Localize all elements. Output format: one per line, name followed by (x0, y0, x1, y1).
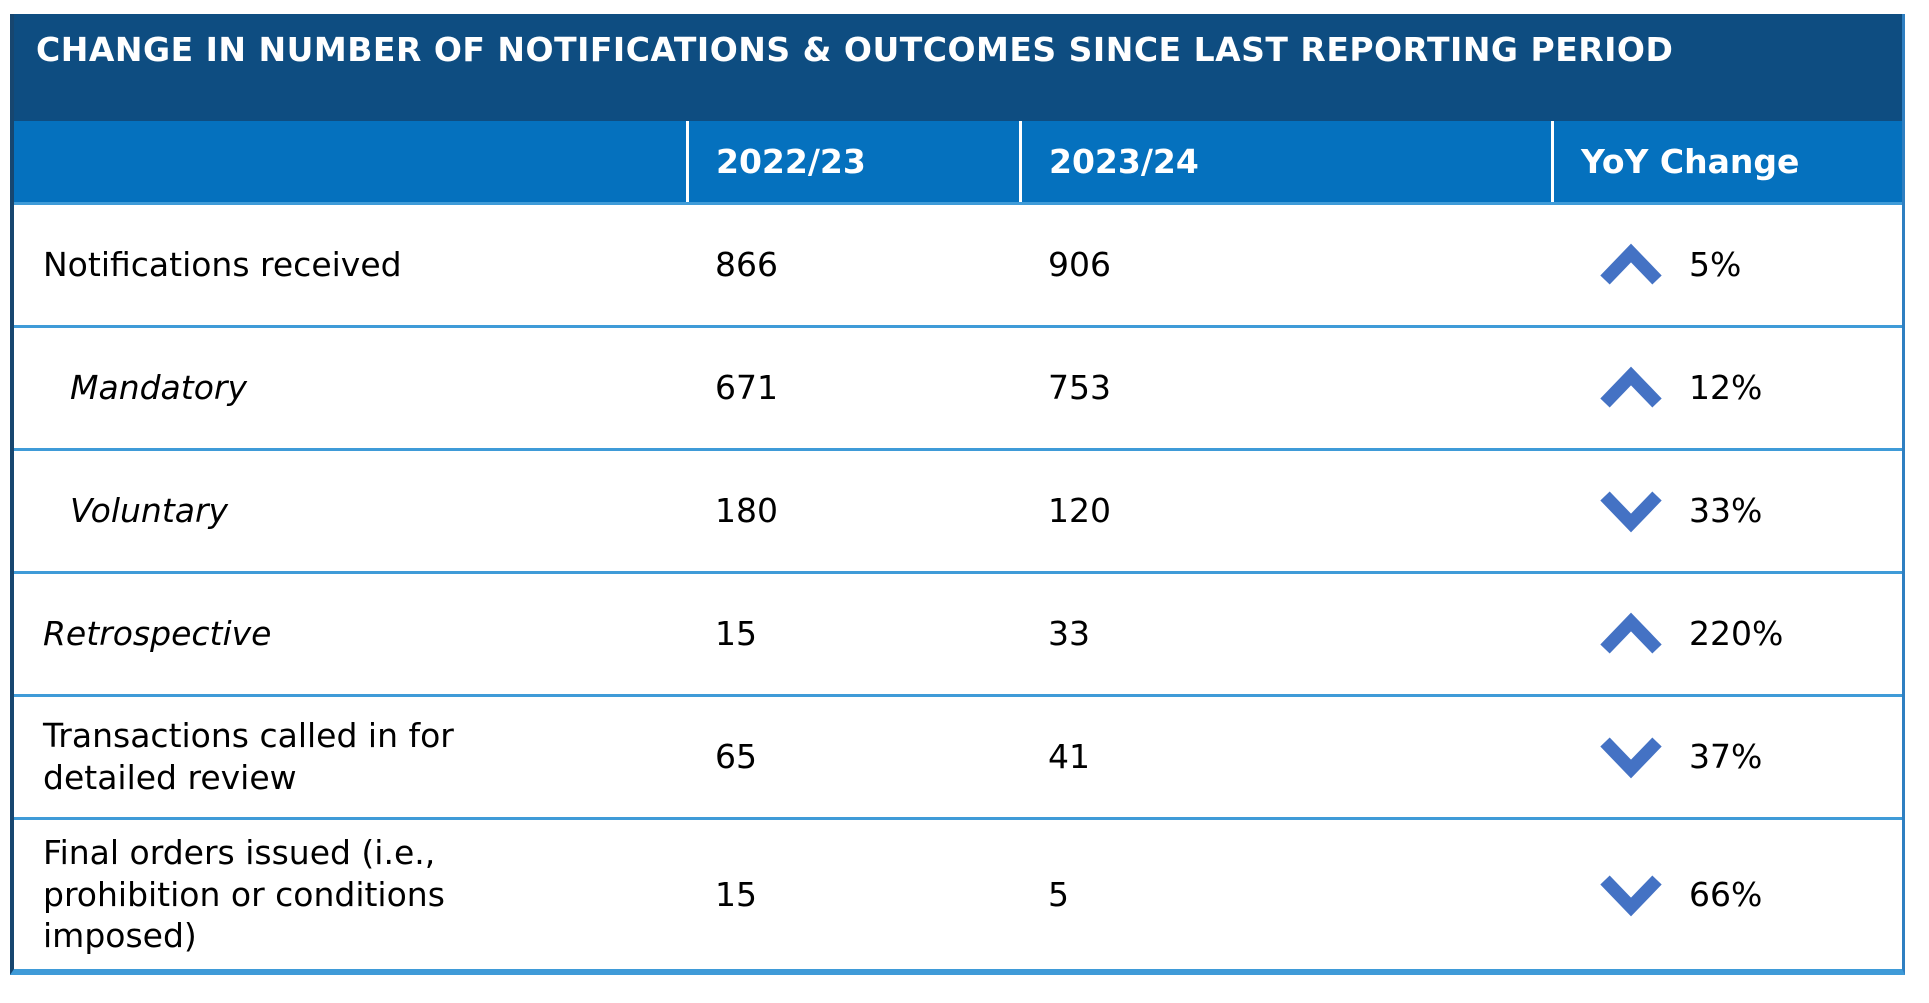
trend-up-arrow-icon (1598, 612, 1664, 656)
value-2023-24: 753 (1048, 368, 1111, 408)
row-label: Retrospective (43, 614, 272, 654)
value-2022-23: 866 (715, 245, 778, 285)
row-label: Voluntary (70, 491, 229, 531)
value-2023-24: 33 (1048, 614, 1090, 654)
trend-up-arrow-icon (1598, 366, 1664, 410)
row-label: Final orders issued (i.e., prohibition o… (43, 833, 445, 956)
yoy-change-cell: 5% (1551, 243, 1902, 287)
value-2022-23: 180 (715, 491, 778, 531)
value-2023-24: 906 (1048, 245, 1111, 285)
value-2022-23: 15 (715, 874, 757, 914)
yoy-change-cell: 220% (1551, 612, 1902, 656)
value-2022-23: 671 (715, 368, 778, 408)
trend-up-arrow-icon (1598, 243, 1664, 287)
table-row-notifications-received: Notifications received 866 906 5% (14, 202, 1902, 325)
table-row-voluntary: Voluntary 180 120 33% (14, 448, 1902, 571)
yoy-change-value: 33% (1689, 491, 1763, 531)
value-2023-24: 120 (1048, 491, 1111, 531)
yoy-change-cell: 33% (1551, 489, 1902, 533)
row-label: Transactions called in for detailed revi… (43, 716, 454, 797)
value-2022-23: 15 (715, 614, 757, 654)
row-label: Notifications received (43, 245, 402, 285)
value-2023-24: 5 (1048, 874, 1069, 914)
table-row-mandatory: Mandatory 671 753 12% (14, 325, 1902, 448)
header-yoy-change: YoY Change (1551, 121, 1902, 202)
yoy-change-value: 220% (1689, 614, 1784, 654)
table-body: Notifications received 866 906 5% Mandat… (14, 202, 1902, 969)
table-header-row: 2022/23 2023/24 YoY Change (14, 121, 1902, 202)
yoy-change-cell: 37% (1551, 735, 1902, 779)
notifications-outcomes-table: CHANGE IN NUMBER OF NOTIFICATIONS & OUTC… (10, 14, 1905, 975)
trend-down-arrow-icon (1598, 735, 1664, 779)
table-row-retrospective: Retrospective 15 33 220% (14, 571, 1902, 694)
yoy-change-cell: 66% (1551, 873, 1902, 917)
table-row-transactions-called-in: Transactions called in for detailed revi… (14, 694, 1902, 817)
row-label: Mandatory (70, 368, 248, 408)
yoy-change-value: 37% (1689, 737, 1763, 777)
yoy-change-cell: 12% (1551, 366, 1902, 410)
yoy-change-value: 12% (1689, 368, 1763, 408)
table-row-final-orders: Final orders issued (i.e., prohibition o… (14, 817, 1902, 969)
value-2023-24: 41 (1048, 737, 1090, 777)
value-2022-23: 65 (715, 737, 757, 777)
header-blank (14, 121, 686, 202)
trend-down-arrow-icon (1598, 489, 1664, 533)
trend-down-arrow-icon (1598, 873, 1664, 917)
header-2022-23: 2022/23 (686, 121, 1019, 202)
table-title: CHANGE IN NUMBER OF NOTIFICATIONS & OUTC… (14, 14, 1902, 121)
yoy-change-value: 66% (1689, 874, 1763, 914)
header-2023-24: 2023/24 (1019, 121, 1551, 202)
yoy-change-value: 5% (1689, 245, 1742, 285)
